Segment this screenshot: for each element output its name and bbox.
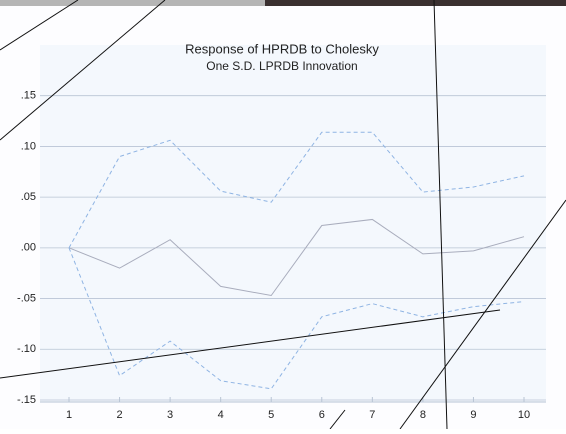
artifact-line [433, 0, 448, 430]
y-tick-label: .00 [21, 242, 36, 254]
chart-subtitle: One S.D. LPRDB Innovation [206, 59, 357, 73]
artifact-line [399, 199, 566, 430]
y-tick-label: .15 [21, 90, 36, 102]
x-tick-label: 5 [268, 409, 274, 421]
top-bar [0, 0, 265, 6]
y-tick-label: .05 [21, 191, 36, 203]
artifact-line [0, 0, 166, 141]
y-tick-label: .10 [21, 140, 36, 152]
chart-title: Response of HPRDB to Cholesky [185, 41, 379, 56]
x-tick-label: 4 [218, 409, 224, 421]
x-tick-label: 7 [369, 409, 375, 421]
y-tick-label: -.05 [17, 292, 36, 304]
x-tick-label: 10 [518, 409, 530, 421]
plot-area [40, 45, 546, 402]
x-tick-label: 1 [66, 409, 72, 421]
y-tick-label: -.15 [17, 394, 36, 406]
x-tick-label: 3 [167, 409, 173, 421]
artifact-line [0, 309, 501, 379]
top-bar [265, 0, 566, 6]
y-tick-label: -.10 [17, 343, 36, 355]
x-tick-label: 9 [470, 409, 476, 421]
series-line [68, 218, 525, 297]
x-tick-label: 6 [319, 409, 325, 421]
x-tick-label: 8 [420, 409, 426, 421]
x-tick-label: 2 [116, 409, 122, 421]
artifact-line [329, 409, 346, 430]
series-line [68, 131, 525, 249]
artifact-line [0, 0, 79, 51]
